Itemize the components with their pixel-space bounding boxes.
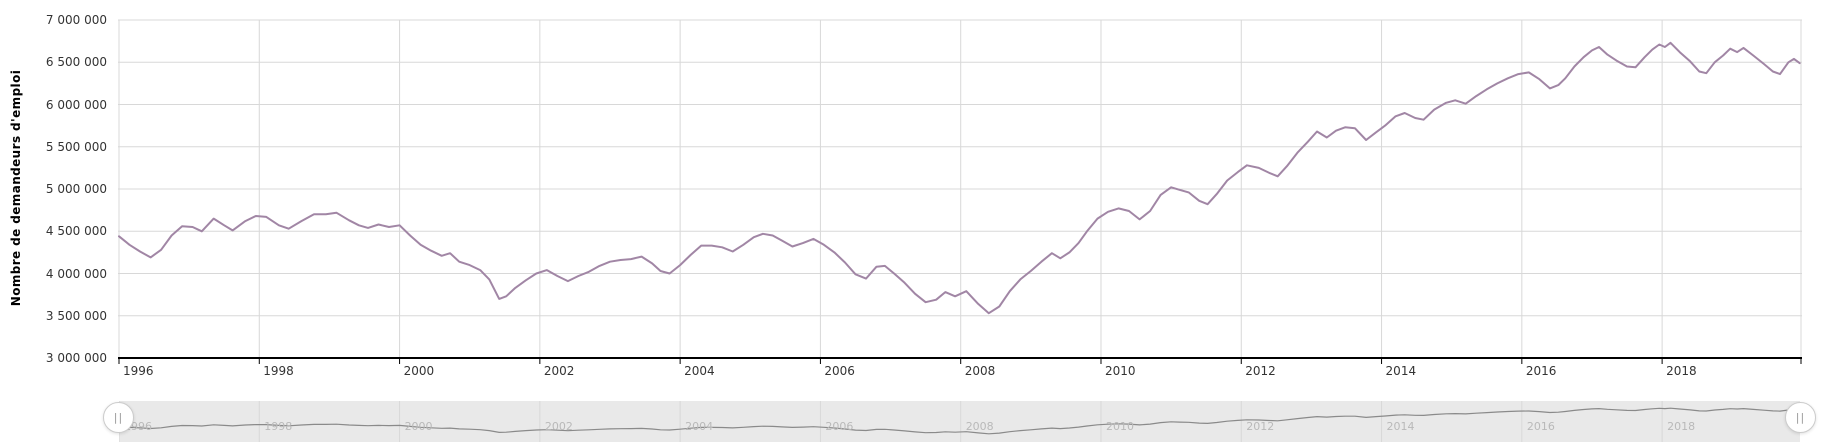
navigator-year-label: 2006 <box>825 420 854 433</box>
navigator-year-label: 2014 <box>1386 420 1415 433</box>
navigator-year-label: 1998 <box>264 420 293 433</box>
navigator-handle-left[interactable]: || <box>103 401 134 433</box>
x-axis-label: 1996 <box>123 364 154 378</box>
series-line <box>118 41 1801 315</box>
y-axis-label: 4 000 000 <box>45 266 107 281</box>
navigator-year-label: 2010 <box>1105 420 1134 433</box>
navigator-handle-right[interactable]: || <box>1785 401 1816 433</box>
y-axis-label: 5 000 000 <box>45 182 107 196</box>
x-axis-label: 2016 <box>1525 364 1557 378</box>
y-axis-label: 5 500 000 <box>45 139 107 154</box>
navigator-series-line <box>119 407 1800 435</box>
drag-grip-icon: || <box>113 410 124 424</box>
x-axis-label: 2000 <box>403 364 435 378</box>
drag-grip-icon: || <box>1795 410 1806 424</box>
y-axis-label: 7 000 000 <box>45 13 107 27</box>
navigator-year-label: 2008 <box>965 420 994 433</box>
y-axis-label: 4 500 000 <box>45 224 107 239</box>
y-axis-label: 6 500 000 <box>45 55 107 70</box>
navigator-year-label: 2018 <box>1667 420 1696 433</box>
x-axis-label: 2014 <box>1385 364 1417 378</box>
x-axis-label: 2010 <box>1104 364 1136 378</box>
x-axis-label: 2018 <box>1666 364 1697 378</box>
y-axis-label: 3 500 000 <box>45 308 107 323</box>
navigator-year-label: 2016 <box>1526 420 1555 433</box>
x-axis-label: 2002 <box>543 364 575 378</box>
x-axis-label: 2004 <box>684 364 715 378</box>
y-axis-label: 3 000 000 <box>45 351 107 365</box>
x-axis-label: 2006 <box>824 364 855 378</box>
navigator-year-label: 2000 <box>404 420 433 433</box>
x-axis-label: 2012 <box>1245 364 1276 378</box>
x-axis-label: 2008 <box>964 364 996 378</box>
x-axis-label: 1998 <box>263 364 294 378</box>
navigator[interactable]: 1996 1998 2000 2002 2004 2006 2008 2010 2012 2014… <box>103 401 1816 442</box>
navigator-year-label: 2004 <box>685 420 714 433</box>
navigator-year-label: 2012 <box>1246 420 1275 433</box>
navigator-year-label: 2002 <box>544 420 573 433</box>
navigator-mini-chart[interactable] <box>119 401 1800 442</box>
y-axis-label: 6 000 000 <box>45 97 107 112</box>
